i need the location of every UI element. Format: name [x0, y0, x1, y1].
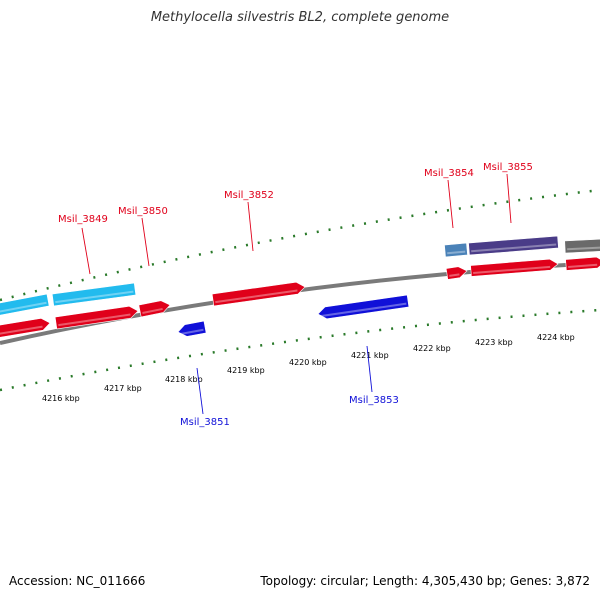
feature-cyan-2[interactable]	[51, 282, 137, 307]
cds-forward-msil-3854[interactable]	[445, 266, 468, 280]
feature-cyan-1[interactable]	[0, 293, 50, 316]
feature-gray[interactable]	[564, 238, 600, 254]
feature-highlight	[58, 313, 131, 327]
gene-label-msil-3853[interactable]: Msil_3853	[349, 395, 399, 406]
cds-forward-1[interactable]	[0, 318, 51, 338]
gene-leader-line	[141, 217, 150, 267]
cds-forward-3[interactable]	[138, 300, 171, 318]
cds-reverse-msil-3851[interactable]	[177, 320, 207, 337]
genome-stats-text: Topology: circular; Length: 4,305,430 bp…	[260, 574, 590, 588]
feature-highlight	[447, 250, 466, 255]
lower-tick-track	[0, 308, 600, 392]
gene-label-msil-3854[interactable]: Msil_3854	[424, 168, 474, 179]
map-title: Methylocella silvestris BL2, complete ge…	[150, 10, 450, 25]
scale-tick-label: 4221 kbp	[351, 351, 389, 360]
feature-highlight	[568, 263, 598, 269]
cds-forward-2[interactable]	[54, 305, 139, 330]
gene-leader-line	[447, 179, 454, 229]
gene-label-msil-3849[interactable]: Msil_3849	[58, 214, 108, 225]
scale-tick-label: 4220 kbp	[289, 358, 327, 367]
gene-label-msil-3851[interactable]: Msil_3851	[180, 417, 230, 428]
feature-purple[interactable]	[468, 235, 559, 256]
gene-label-msil-3852[interactable]: Msil_3852	[224, 190, 274, 201]
gene-leader-line	[247, 201, 254, 252]
feature-highlight	[449, 273, 460, 277]
scale-tick-label: 4217 kbp	[104, 384, 142, 393]
gene-leader-line	[366, 345, 373, 393]
feature-highlight	[0, 301, 47, 313]
cds-forward-msil-3855[interactable]	[470, 258, 559, 277]
cds-forward-edge[interactable]	[565, 256, 600, 271]
gene-leader-line	[196, 367, 204, 415]
feature-highlight	[473, 265, 551, 275]
feature-highlight	[0, 325, 43, 335]
scale-tick-label: 4223 kbp	[475, 338, 513, 347]
cds-reverse-msil-3853[interactable]	[317, 294, 410, 320]
feature-highlight	[142, 307, 163, 314]
scale-tick-label: 4216 kbp	[42, 394, 80, 403]
gene-leader-line	[81, 227, 91, 275]
genome-backbone	[0, 261, 600, 345]
feature-highlight	[215, 289, 298, 304]
feature-steel[interactable]	[444, 242, 468, 258]
accession-text: Accession: NC_011666	[9, 574, 146, 588]
gene-label-msil-3855[interactable]: Msil_3855	[483, 162, 533, 173]
scale-tick-label: 4224 kbp	[537, 333, 575, 342]
gene-leader-line	[506, 173, 512, 224]
cds-forward-msil-3852[interactable]	[211, 281, 306, 307]
scale-tick-label: 4219 kbp	[227, 366, 265, 375]
gene-label-msil-3850[interactable]: Msil_3850	[118, 206, 168, 217]
scale-tick-label: 4222 kbp	[413, 344, 451, 353]
feature-highlight	[55, 290, 134, 304]
feature-highlight	[320, 302, 407, 318]
feature-highlight	[567, 246, 600, 251]
feature-highlight	[471, 243, 557, 253]
scale-tick-label: 4218 kbp	[165, 375, 203, 384]
feature-highlight	[180, 328, 204, 335]
